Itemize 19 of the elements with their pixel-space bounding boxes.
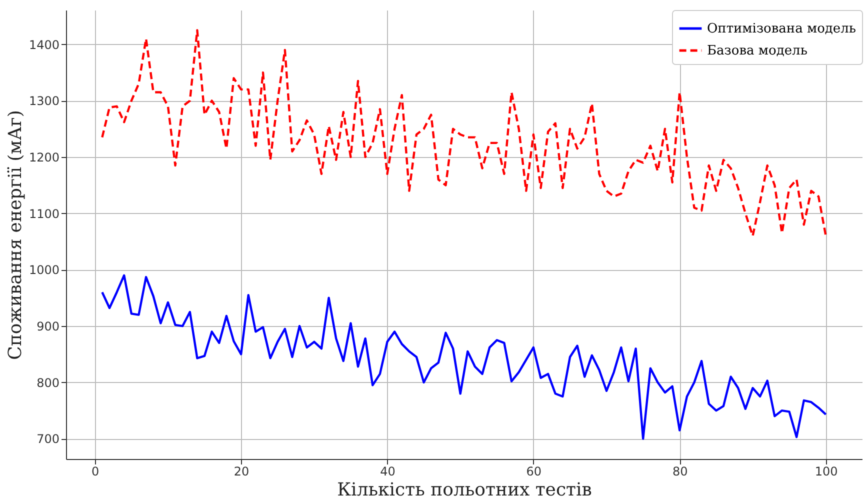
legend-label: Оптимізована модель [707, 22, 856, 36]
x-tick-label: 60 [526, 464, 542, 478]
y-tick-label: 700 [36, 432, 60, 446]
x-axis-title: Кількість польотних тестів [337, 480, 592, 500]
x-tick-label: 20 [234, 464, 250, 478]
legend-label: Базова модель [707, 44, 808, 58]
y-tick-label: 1300 [28, 94, 60, 108]
x-tick-label: 40 [380, 464, 396, 478]
x-tick-label: 0 [92, 464, 100, 478]
y-tick-label: 1000 [28, 263, 60, 278]
x-tick-label: 100 [814, 464, 838, 478]
line-series [101, 274, 827, 440]
y-tick-label: 900 [36, 320, 60, 334]
y-tick-label: 1200 [28, 150, 60, 165]
y-tick-label: 800 [36, 376, 60, 390]
y-tick-label: 1400 [28, 38, 60, 52]
y-tick-label: 1100 [28, 206, 60, 221]
y-axis-title: Споживання енергії (мАг) [4, 110, 26, 360]
x-tick-label: 80 [672, 464, 688, 478]
